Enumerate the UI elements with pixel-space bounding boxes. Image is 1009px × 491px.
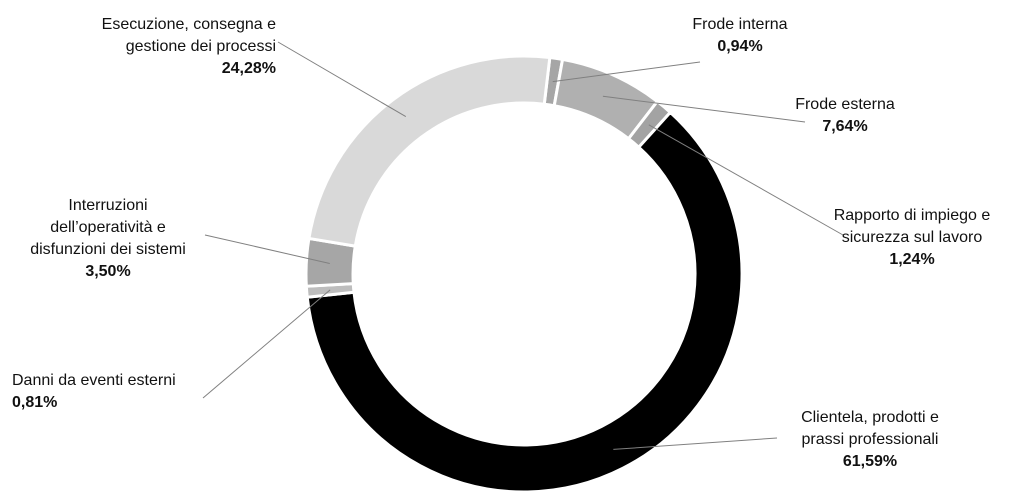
label-interruzioni: Interruzioni dell’operatività e disfunzi… [8,195,208,283]
label-rapporto-impiego-value: 1,24% [889,251,935,268]
label-frode-esterna-value: 7,64% [822,118,868,135]
leader-line-frode-esterna [602,95,806,123]
label-clientela-value: 61,59% [842,453,898,470]
label-frode-esterna-name: Frode esterna [795,96,895,113]
label-esecuzione-name: Esecuzione, consegna e gestione dei proc… [101,16,276,55]
label-clientela-name: Clientela, prodotti e prassi professiona… [801,409,939,448]
leader-line-clientela-prodotti-e-prassi-professionali [613,437,778,450]
label-interruzioni-value: 3,50% [85,263,131,280]
leader-line-interruzioni-dell-operativit-e-disfunzioni-dei-sistemi [204,234,330,264]
label-rapporto-impiego: Rapporto di impiego e sicurezza sul lavo… [812,205,1009,271]
label-danni-eventi: Danni da eventi esterni 0,81% [12,370,212,414]
label-danni-eventi-value: 0,81% [12,394,58,411]
label-esecuzione: Esecuzione, consegna e gestione dei proc… [60,14,276,80]
label-frode-interna-value: 0,94% [717,38,763,55]
leader-line-frode-interna [552,61,701,83]
label-clientela: Clientela, prodotti e prassi professiona… [770,407,970,473]
label-esecuzione-value: 24,28% [221,60,276,77]
label-interruzioni-name: Interruzioni dell’operatività e disfunzi… [30,197,186,258]
leader-lines [202,41,844,450]
leader-line-danni-da-eventi-esterni [202,289,331,399]
label-frode-interna-name: Frode interna [692,16,788,33]
label-frode-interna: Frode interna 0,94% [655,14,825,58]
slice-esecuzione-consegna-e-gestione-dei-processi [307,54,552,248]
leader-line-esecuzione-consegna-e-gestione-dei-processi [277,41,407,118]
donut-slices [304,54,744,491]
label-danni-eventi-name: Danni da eventi esterni [12,372,176,389]
label-rapporto-impiego-name: Rapporto di impiego e sicurezza sul lavo… [833,207,991,246]
leader-line-rapporto-di-impiego-e-sicurezza-sul-lavoro [648,124,844,236]
slice-clientela-prodotti-e-prassi-professionali [305,110,744,491]
label-frode-esterna: Frode esterna 7,64% [760,94,930,138]
